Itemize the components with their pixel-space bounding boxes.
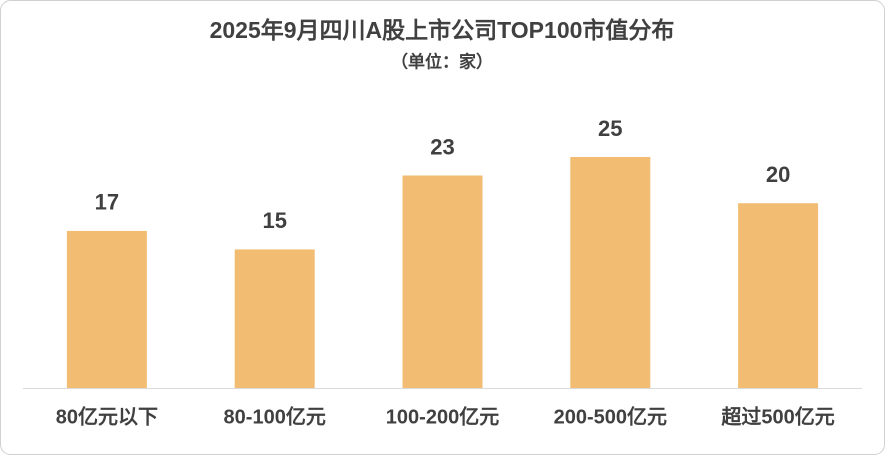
x-tick-label: 80-100亿元	[224, 404, 326, 428]
chart-title: 2025年9月四川A股上市公司TOP100市值分布	[210, 17, 675, 43]
bar	[402, 175, 483, 388]
bar	[570, 157, 651, 388]
x-tick-label: 80亿元以下	[56, 404, 158, 428]
x-tick-label: 200-500亿元	[554, 404, 667, 428]
x-tick-label: 100-200亿元	[386, 404, 499, 428]
chart-subtitle: （单位：家）	[391, 51, 493, 71]
value-label: 25	[598, 116, 622, 141]
value-label: 23	[430, 134, 454, 159]
value-label: 15	[262, 208, 286, 233]
bar	[738, 203, 819, 388]
bar	[66, 230, 147, 388]
value-label: 17	[95, 190, 119, 215]
bar	[234, 249, 315, 388]
value-label: 20	[766, 162, 790, 187]
x-tick-label: 超过500亿元	[720, 404, 834, 428]
